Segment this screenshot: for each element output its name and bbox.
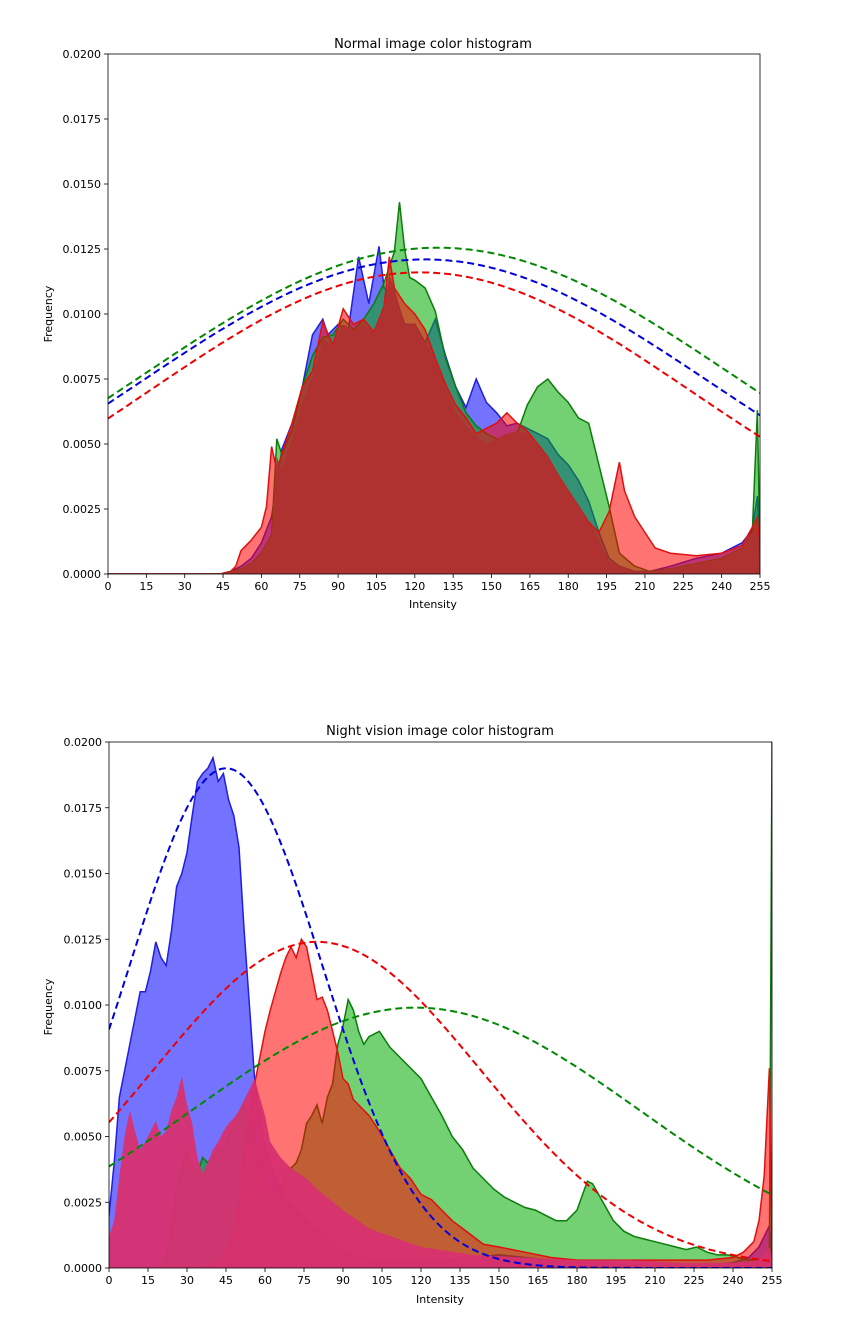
night-vision-histogram-chart: Night vision image color histogram 0 15 30… <box>42 724 783 1306</box>
y-tick-label: 0.0100 <box>63 308 102 321</box>
y-tick-label: 0.0125 <box>63 243 102 256</box>
fit-curve-0 <box>108 246 760 400</box>
x-tick-label: 90 <box>336 1274 350 1287</box>
x-tick-label: 135 <box>443 580 464 593</box>
x-tick-label: 105 <box>366 580 387 593</box>
y-tick-label: 0.0000 <box>64 1262 103 1275</box>
x-tick-label: 255 <box>762 1274 783 1287</box>
x-tick-label: 135 <box>450 1274 471 1287</box>
x-tick-label: 165 <box>519 580 540 593</box>
chart-title: Night vision image color histogram <box>326 724 554 739</box>
axes: 0 15 30 45 60 75 90 105 120 135 150 165 180 195 210 225… <box>63 48 771 593</box>
normal-histogram-chart: Normal image color histogram 0 15 30 45 60 75… <box>42 37 771 611</box>
y-tick-label: 0.0150 <box>64 868 103 881</box>
x-tick-label: 165 <box>528 1274 549 1287</box>
fit-curve-2 <box>109 1006 772 1196</box>
x-tick-label: 105 <box>372 1274 393 1287</box>
fit-curve-1 <box>108 258 760 417</box>
x-tick-label: 180 <box>558 580 579 593</box>
y-tick-label: 0.0000 <box>63 568 102 581</box>
y-tick-label: 0.0175 <box>63 113 102 126</box>
fit-curve-2 <box>108 271 760 438</box>
x-tick-label: 255 <box>750 580 771 593</box>
x-tick-label: 180 <box>567 1274 588 1287</box>
x-tick-label: 0 <box>106 1274 113 1287</box>
x-tick-label: 225 <box>673 580 694 593</box>
x-tick-label: 210 <box>645 1274 666 1287</box>
x-tick-label: 0 <box>105 580 112 593</box>
y-tick-label: 0.0075 <box>64 1065 103 1078</box>
x-tick-label: 195 <box>596 580 617 593</box>
x-tick-label: 120 <box>411 1274 432 1287</box>
x-tick-label: 45 <box>216 580 230 593</box>
x-axis-label: Intensity <box>416 1293 464 1306</box>
y-tick-label: 0.0200 <box>63 48 102 61</box>
x-tick-label: 195 <box>606 1274 627 1287</box>
y-tick-label: 0.0025 <box>64 1196 103 1209</box>
y-tick-label: 0.0200 <box>64 736 103 749</box>
y-tick-label: 0.0025 <box>63 503 102 516</box>
series-area-3 <box>109 1076 772 1268</box>
x-tick-label: 45 <box>219 1274 233 1287</box>
x-tick-label: 210 <box>634 580 655 593</box>
x-tick-label: 150 <box>489 1274 510 1287</box>
x-tick-label: 75 <box>293 580 307 593</box>
x-tick-label: 75 <box>297 1274 311 1287</box>
chart-title: Normal image color histogram <box>334 37 532 52</box>
plot-area <box>109 742 772 1268</box>
x-tick-label: 225 <box>684 1274 705 1287</box>
fit-curve-0 <box>109 767 772 1268</box>
y-axis-label: Frequency <box>42 978 55 1035</box>
x-tick-label: 240 <box>711 580 732 593</box>
x-tick-label: 30 <box>178 580 192 593</box>
fit-curve-1 <box>109 940 772 1263</box>
y-tick-label: 0.0175 <box>64 802 103 815</box>
series-area-3 <box>108 275 760 574</box>
y-tick-label: 0.0050 <box>63 438 102 451</box>
x-tick-label: 150 <box>481 580 502 593</box>
x-axis-label: Intensity <box>409 598 457 611</box>
plot-area <box>108 202 760 574</box>
y-tick-label: 0.0050 <box>64 1131 103 1144</box>
x-tick-label: 120 <box>404 580 425 593</box>
y-tick-label: 0.0075 <box>63 373 102 386</box>
x-tick-label: 30 <box>180 1274 194 1287</box>
y-tick-label: 0.0125 <box>64 933 103 946</box>
y-tick-label: 0.0100 <box>64 999 103 1012</box>
axes: 0 15 30 45 60 75 90 105 120 135 150 165 180 195 210 225… <box>64 736 783 1287</box>
x-tick-label: 240 <box>723 1274 744 1287</box>
x-tick-label: 90 <box>331 580 345 593</box>
y-tick-label: 0.0150 <box>63 178 102 191</box>
x-tick-label: 15 <box>139 580 153 593</box>
x-tick-label: 60 <box>258 1274 272 1287</box>
x-tick-label: 15 <box>141 1274 155 1287</box>
x-tick-label: 60 <box>254 580 268 593</box>
y-axis-label: Frequency <box>42 285 55 342</box>
